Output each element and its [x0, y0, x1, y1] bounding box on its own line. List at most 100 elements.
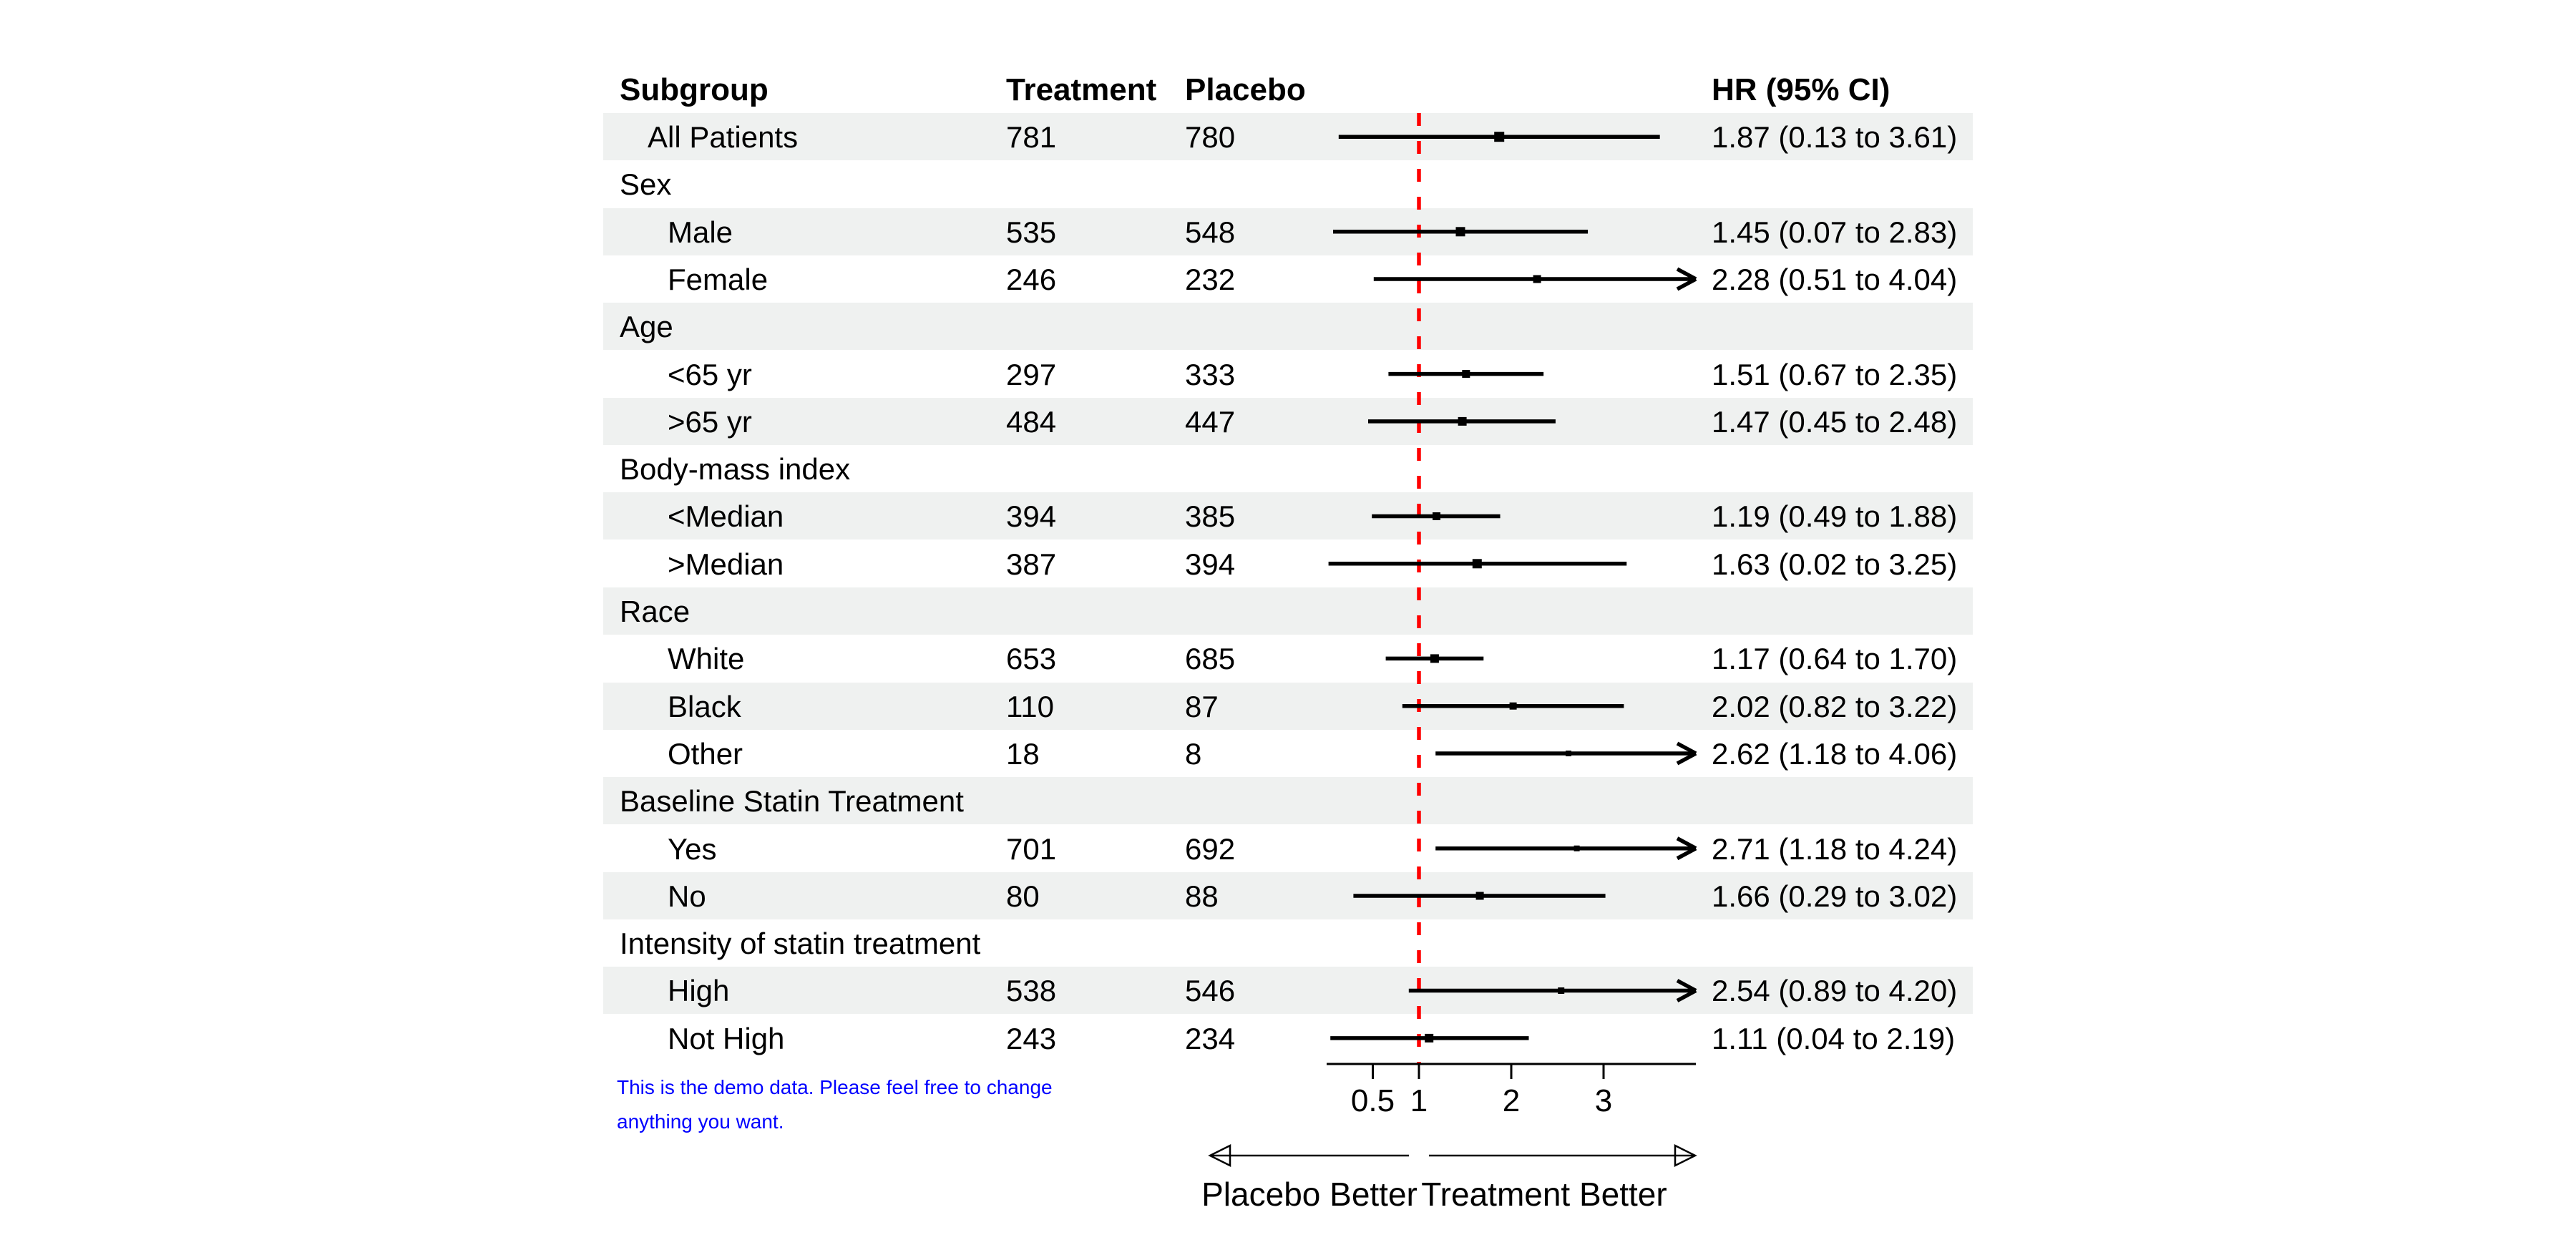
ci-clip-arrowhead: [1676, 741, 1697, 766]
demo-note-line2: anything you want.: [617, 1110, 784, 1133]
placebo-count: 88: [1185, 879, 1219, 913]
placebo-count: 692: [1185, 831, 1236, 866]
row-label: <65 yr: [668, 357, 752, 391]
hr-point-marker: [1472, 559, 1482, 569]
treatment-count: 701: [1006, 831, 1057, 866]
placebo-count: 234: [1185, 1021, 1236, 1055]
treatment-count: 110: [1006, 689, 1054, 723]
row-label: Age: [620, 310, 673, 344]
demo-note-line1: This is the demo data. Please feel free …: [617, 1076, 1053, 1098]
treatment-count: 18: [1006, 736, 1040, 771]
row-label: >65 yr: [668, 404, 752, 439]
treatment-count: 484: [1006, 404, 1057, 439]
column-header-hr-ci: HR (95% CI): [1712, 72, 1890, 107]
row-label: Intensity of statin treatment: [620, 927, 981, 961]
hr-ci-text: 2.71 (1.18 to 4.24): [1712, 831, 1958, 866]
x-axis-tick-label: 2: [1503, 1083, 1520, 1118]
hr-point-marker: [1558, 987, 1565, 994]
table-row: >65 yr 484 447 1.47 (0.45 to 2.48): [603, 397, 1973, 445]
hr-point-marker: [1430, 654, 1439, 663]
hr-ci-text: 2.62 (1.18 to 4.06): [1712, 736, 1958, 771]
table-row: Male 535 548 1.45 (0.07 to 2.83): [603, 208, 1973, 255]
row-label: Sex: [620, 167, 672, 202]
table-row: Female 246 232 2.28 (0.51 to 4.04): [603, 255, 1973, 303]
hr-point-marker: [1462, 370, 1470, 379]
table-row: White 653 685 1.17 (0.64 to 1.70): [603, 635, 1973, 682]
table-row: All Patients 781 780 1.87 (0.13 to 3.61): [603, 113, 1973, 160]
treatment-count: 535: [1006, 215, 1057, 249]
treatment-count: 246: [1006, 262, 1057, 296]
table-row: High 538 546 2.54 (0.89 to 4.20): [603, 967, 1973, 1015]
ci-clip-arrowhead: [1676, 836, 1697, 861]
row-label: No: [668, 879, 706, 913]
hr-point-marker: [1509, 702, 1517, 710]
hr-point-marker: [1494, 132, 1505, 142]
column-header-treatment: Treatment: [1006, 72, 1157, 107]
hr-ci-text: 1.11 (0.04 to 2.19): [1712, 1021, 1956, 1055]
row-label: Body-mass index: [620, 452, 851, 487]
hr-ci-text: 2.02 (0.82 to 3.22): [1712, 689, 1958, 723]
table-row: Not High 243 234 1.11 (0.04 to 2.19): [603, 1015, 1973, 1062]
row-label: Not High: [668, 1021, 785, 1055]
placebo-count: 546: [1185, 974, 1236, 1008]
hr-ci-text: 1.19 (0.49 to 1.88): [1712, 499, 1958, 534]
treatment-count: 781: [1006, 120, 1057, 154]
treatment-better-label: Treatment Better: [1421, 1176, 1667, 1213]
row-label: All Patients: [648, 120, 799, 154]
placebo-better-arrowhead-icon: [1208, 1143, 1231, 1168]
hr-ci-text: 1.63 (0.02 to 3.25): [1712, 547, 1958, 581]
row-label: Yes: [668, 831, 717, 866]
ci-clip-arrowhead: [1676, 979, 1697, 1002]
row-label: High: [668, 974, 730, 1008]
hr-ci-text: 1.51 (0.67 to 2.35): [1712, 357, 1958, 391]
hr-point-marker: [1574, 845, 1580, 851]
group-header-row: Sex: [603, 160, 1973, 208]
treatment-count: 538: [1006, 974, 1057, 1008]
treatment-count: 394: [1006, 499, 1057, 534]
placebo-better-label: Placebo Better: [1201, 1176, 1418, 1213]
treatment-count: 297: [1006, 357, 1057, 391]
row-label: Black: [668, 689, 741, 723]
placebo-count: 232: [1185, 262, 1236, 296]
hr-ci-text: 1.47 (0.45 to 2.48): [1712, 404, 1958, 439]
x-axis-tick-label: 0.5: [1351, 1083, 1395, 1118]
treatment-count: 387: [1006, 547, 1057, 581]
group-header-row: Race: [603, 587, 1973, 635]
hr-point-marker: [1455, 227, 1465, 237]
row-label: White: [668, 642, 745, 676]
row-label: Male: [668, 215, 733, 249]
hr-ci-text: 2.28 (0.51 to 4.04): [1712, 262, 1958, 296]
treatment-count: 80: [1006, 879, 1040, 913]
placebo-count: 87: [1185, 689, 1219, 723]
placebo-count: 333: [1185, 357, 1236, 391]
demo-note: This is the demo data. Please feel free …: [617, 1070, 1053, 1139]
hr-point-marker: [1533, 275, 1541, 283]
placebo-count: 548: [1185, 215, 1236, 249]
column-header-placebo: Placebo: [1185, 72, 1306, 107]
placebo-count: 385: [1185, 499, 1236, 534]
hr-point-marker: [1458, 416, 1467, 426]
ci-clip-arrowhead: [1676, 267, 1697, 291]
x-axis-tick-label: 3: [1595, 1083, 1612, 1118]
placebo-count: 394: [1185, 547, 1236, 581]
table-row: <65 yr 297 333 1.51 (0.67 to 2.35): [603, 351, 1973, 398]
placebo-count: 685: [1185, 642, 1236, 676]
row-label: >Median: [668, 547, 784, 581]
placebo-count: 447: [1185, 404, 1236, 439]
group-header-row: Body-mass index: [603, 445, 1973, 492]
row-label: Other: [668, 736, 743, 771]
table-row: >Median 387 394 1.63 (0.02 to 3.25): [603, 540, 1973, 587]
table-row: Black 110 87 2.02 (0.82 to 3.22): [603, 682, 1973, 730]
treatment-better-arrowhead-icon: [1674, 1143, 1697, 1168]
hr-ci-text: 2.54 (0.89 to 4.20): [1712, 974, 1958, 1008]
table-row: Other 18 8 2.62 (1.18 to 4.06): [603, 730, 1973, 777]
row-label: Female: [668, 262, 769, 296]
group-header-row: Age: [603, 303, 1973, 351]
hr-point-marker: [1566, 751, 1571, 756]
hr-ci-text: 1.87 (0.13 to 3.61): [1712, 120, 1958, 154]
table-row: <Median 394 385 1.19 (0.49 to 1.88): [603, 492, 1973, 540]
hr-point-marker: [1425, 1033, 1434, 1043]
treatment-count: 653: [1006, 642, 1057, 676]
